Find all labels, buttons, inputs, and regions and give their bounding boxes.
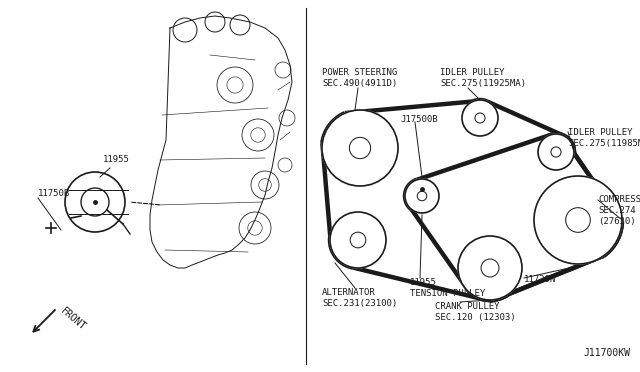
Circle shape — [538, 134, 574, 170]
Text: J17500B: J17500B — [400, 115, 438, 124]
Circle shape — [405, 179, 439, 213]
Text: CRANK PULLEY
SEC.120 (12303): CRANK PULLEY SEC.120 (12303) — [435, 302, 516, 322]
Text: 11955
TENSION PULLEY: 11955 TENSION PULLEY — [410, 278, 485, 298]
Text: J11700KW: J11700KW — [583, 348, 630, 358]
Text: 11955: 11955 — [103, 155, 130, 164]
Text: 11750B: 11750B — [38, 189, 70, 198]
Circle shape — [534, 176, 622, 264]
Text: POWER STEERING
SEC.490(4911D): POWER STEERING SEC.490(4911D) — [322, 68, 397, 88]
Text: IDLER PULLEY
SEC.275(11985M): IDLER PULLEY SEC.275(11985M) — [568, 128, 640, 148]
Circle shape — [462, 100, 498, 136]
Circle shape — [330, 212, 386, 268]
Text: IDLER PULLEY
SEC.275(11925MA): IDLER PULLEY SEC.275(11925MA) — [440, 68, 526, 88]
Text: COMPRESSOR
SEC.274
(27630): COMPRESSOR SEC.274 (27630) — [598, 195, 640, 226]
Circle shape — [322, 110, 398, 186]
Text: ALTERNATOR
SEC.231(23100): ALTERNATOR SEC.231(23100) — [322, 288, 397, 308]
Text: FRONT: FRONT — [59, 306, 88, 333]
Text: 11720N: 11720N — [524, 275, 556, 284]
Circle shape — [458, 236, 522, 300]
